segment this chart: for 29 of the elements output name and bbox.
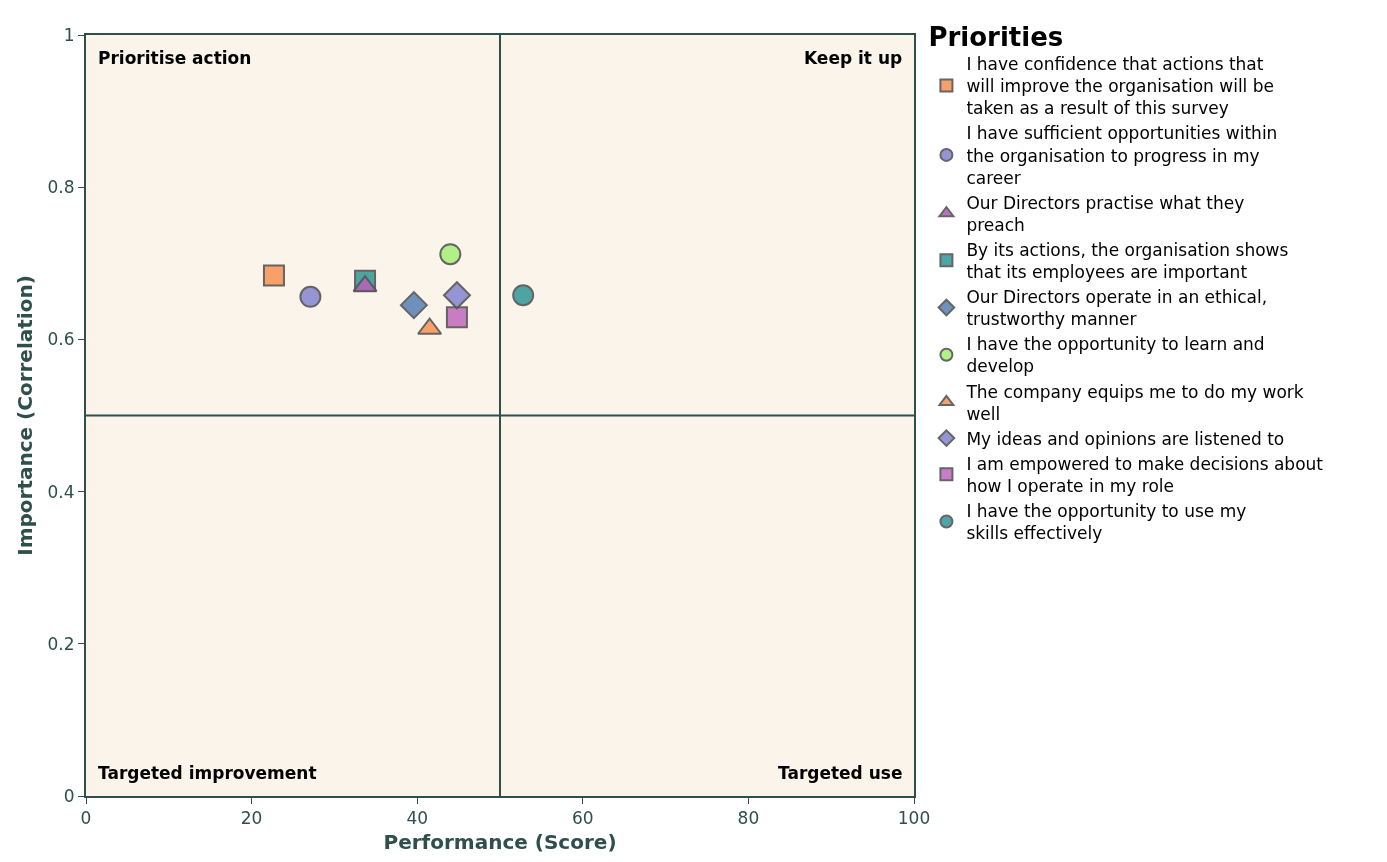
legend-label: I have confidence that actions that will improve the organisation will be taken as a result of this survey — [966, 54, 1274, 119]
y-axis-title: Importance (Correlation) — [12, 275, 37, 556]
legend-label: The company equips me to do my work well — [965, 381, 1304, 424]
legend-label: I have sufficient opportunities within the organisation to progress in my career — [966, 123, 1278, 188]
x-tick-label: 20 — [240, 808, 263, 829]
y-tick-label: 0.2 — [47, 633, 75, 654]
annotation: Targeted improvement — [98, 763, 317, 783]
annotation: Targeted use — [778, 763, 903, 783]
legend-label: Our Directors operate in an ethical, trustworthy manner — [966, 287, 1268, 330]
y-tick-label: 0 — [63, 785, 75, 806]
legend-label: My ideas and opinions are listened to — [966, 428, 1285, 449]
y-tick-label: 0.4 — [47, 481, 75, 502]
x-tick-label: 60 — [571, 808, 594, 829]
x-tick-label: 100 — [897, 808, 931, 829]
legend-label: By its actions, the organisation shows that its employees are important — [966, 239, 1289, 283]
legend-label: Our Directors practise what they preach — [966, 192, 1245, 235]
legend-label: I am empowered to make decisions about how I operate in my role — [966, 453, 1324, 496]
annotation: Prioritise action — [98, 48, 252, 68]
x-tick-label: 40 — [406, 808, 429, 829]
legend-title: Priorities — [928, 21, 1064, 52]
x-tick-label: 0 — [80, 808, 92, 829]
annotation: Keep it up — [804, 48, 903, 68]
x-tick-label: 80 — [737, 808, 760, 829]
x-axis-title: Performance (Score) — [383, 830, 617, 855]
legend-label: I have the opportunity to learn and develop — [966, 334, 1265, 377]
y-tick-label: 0.6 — [47, 329, 75, 350]
legend-label: I have the opportunity to use my skills effectively — [966, 501, 1247, 544]
y-tick-label: 1 — [63, 24, 75, 45]
y-tick-label: 0.8 — [47, 177, 75, 198]
